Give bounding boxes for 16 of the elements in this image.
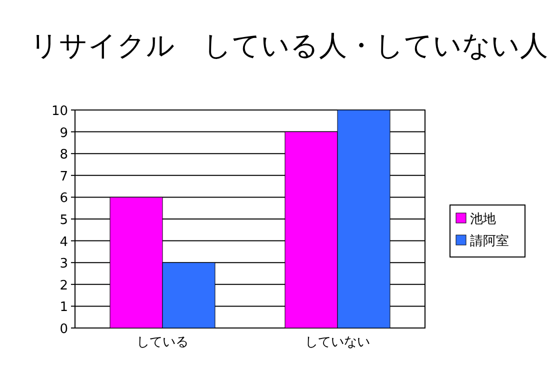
x-tick-label: していない <box>305 335 370 350</box>
y-tick-label: 1 <box>60 300 68 316</box>
y-tick-label: 6 <box>60 191 68 206</box>
y-tick-label: 4 <box>60 234 68 250</box>
y-tick-label: 10 <box>51 104 68 119</box>
y-tick-label: 2 <box>60 278 68 294</box>
chart-title: リサイクル している人・していない人 <box>30 29 548 62</box>
y-tick-label: 9 <box>60 126 68 141</box>
y-tick-label: 8 <box>60 148 68 163</box>
legend-label: 池地 <box>470 212 496 227</box>
y-tick-label: 3 <box>60 256 68 272</box>
x-tick-label: している <box>136 335 188 350</box>
legend-label: 請阿室 <box>470 233 509 249</box>
y-tick-label: 5 <box>60 213 68 228</box>
y-tick-label: 7 <box>60 169 68 184</box>
y-tick-label: 0 <box>60 322 68 337</box>
